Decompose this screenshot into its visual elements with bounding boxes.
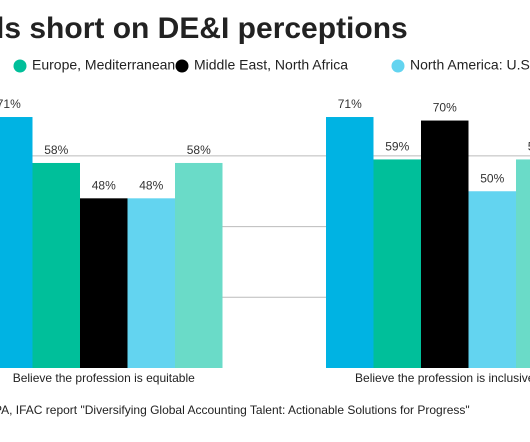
legend-swatch: [13, 59, 27, 73]
legend-label: Middle East, North Africa: [194, 57, 348, 73]
legend-label: Europe, Mediterranean: [32, 57, 175, 73]
value-label: 58%: [187, 143, 211, 157]
value-label: 71%: [338, 97, 362, 111]
chart-title: ls short on DE&I perceptions: [0, 12, 408, 45]
value-label: 59%: [385, 140, 409, 154]
legend-label: North America: U.S: [410, 57, 530, 73]
value-label: 50%: [480, 171, 504, 185]
value-label: 59%: [528, 140, 530, 154]
bar: [326, 117, 374, 368]
bar: [32, 162, 80, 368]
value-label: 58%: [44, 143, 68, 157]
legend-swatch: [391, 59, 405, 73]
bar: [80, 198, 128, 368]
bar: [468, 191, 516, 368]
bar: [127, 198, 175, 368]
value-label: 71%: [0, 97, 21, 111]
bar: [175, 162, 223, 368]
value-label: 70%: [433, 101, 457, 115]
value-label: 48%: [139, 178, 163, 192]
bar: [0, 117, 33, 368]
bar: [516, 159, 530, 368]
x-tick-label: Believe the profession is inclusive: [355, 371, 530, 385]
value-label: 48%: [92, 178, 116, 192]
source-note: PA, IFAC report "Diversifying Global Acc…: [0, 403, 470, 417]
x-tick-label: Believe the profession is equitable: [13, 371, 195, 385]
bar: [373, 159, 421, 368]
bar: [421, 120, 469, 368]
legend-swatch: [175, 59, 189, 73]
